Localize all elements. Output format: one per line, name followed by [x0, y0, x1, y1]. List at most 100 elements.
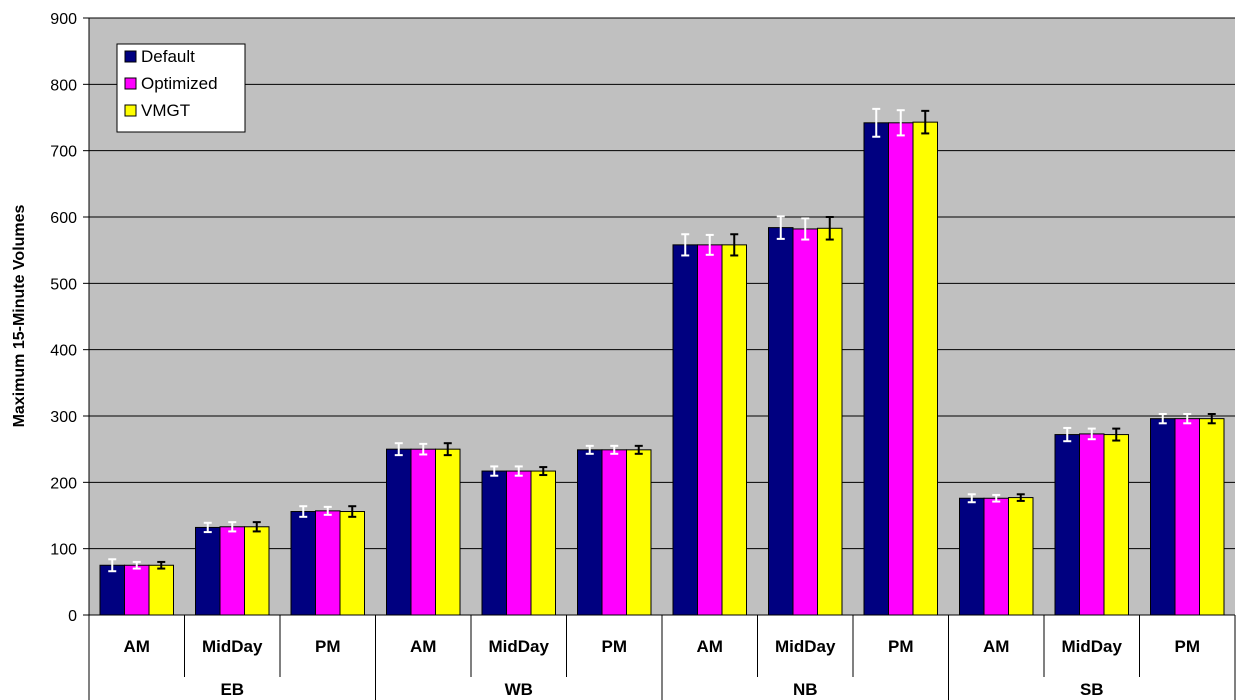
bar — [1150, 418, 1176, 616]
error-bar — [1158, 413, 1167, 425]
x-period-label: MidDay — [202, 637, 263, 656]
error-bar — [1207, 413, 1216, 425]
bar — [339, 511, 365, 616]
y-tick-label: 0 — [68, 608, 77, 625]
bar — [530, 470, 556, 616]
error-bar — [323, 505, 332, 516]
error-bar — [896, 109, 905, 137]
error-bar — [443, 442, 452, 457]
bar — [721, 244, 747, 616]
x-period-label: AM — [697, 637, 723, 656]
error-bar — [1016, 493, 1025, 502]
y-tick-label: 300 — [50, 409, 77, 426]
legend-label: Default — [141, 47, 195, 66]
bar — [219, 526, 245, 616]
y-tick-label: 900 — [50, 11, 77, 28]
x-period-label: PM — [888, 637, 914, 656]
bar — [768, 227, 794, 616]
x-period-label: AM — [410, 637, 436, 656]
bar — [386, 448, 412, 616]
y-tick-label: 100 — [50, 542, 77, 559]
x-period-label: MidDay — [1062, 637, 1123, 656]
bar — [315, 510, 341, 616]
bar — [626, 449, 652, 616]
error-bar — [872, 107, 881, 138]
error-bar — [585, 444, 594, 455]
legend: Default Optimized VMGT — [116, 43, 246, 133]
bar — [195, 526, 221, 616]
error-bars — [108, 107, 1216, 573]
bar — [410, 448, 436, 616]
bar — [148, 564, 174, 616]
error-bar — [132, 560, 141, 570]
bar — [912, 121, 938, 616]
error-bar — [490, 465, 499, 477]
error-bar — [825, 216, 834, 241]
bar — [99, 564, 125, 616]
bar — [888, 122, 914, 616]
x-period-label: AM — [983, 637, 1009, 656]
y-tick-label: 700 — [50, 144, 77, 161]
error-bar — [1087, 427, 1096, 441]
y-tick-label: 800 — [50, 77, 77, 94]
x-period-label: PM — [1175, 637, 1201, 656]
bar — [792, 228, 818, 616]
bar — [1103, 434, 1129, 616]
x-group-label: NB — [793, 680, 818, 699]
bar — [1199, 418, 1225, 616]
error-bar — [539, 466, 548, 477]
y-tick-label: 500 — [50, 276, 77, 293]
error-bar — [967, 493, 976, 504]
bar — [983, 497, 1009, 616]
error-bar — [610, 444, 619, 455]
legend-swatch — [124, 77, 137, 90]
error-bar — [776, 215, 785, 240]
error-bar — [801, 217, 810, 241]
error-bar — [252, 521, 261, 533]
bar — [124, 564, 150, 616]
error-bar — [1183, 413, 1192, 425]
bar — [435, 448, 461, 616]
bar — [863, 122, 889, 616]
bar — [601, 449, 627, 616]
error-bar — [514, 465, 523, 477]
x-period-label: PM — [315, 637, 341, 656]
bar — [1008, 497, 1034, 616]
error-bar — [299, 505, 308, 518]
x-category-labels: AM MidDay PM AM MidDay PM AM MidDay PM AM MidDay PM… — [88, 615, 1236, 700]
bar — [672, 244, 698, 616]
bar — [1054, 434, 1080, 616]
error-bar — [1112, 427, 1121, 442]
error-bar — [157, 560, 166, 570]
error-bar — [108, 558, 117, 573]
bar — [290, 511, 316, 616]
x-period-label: PM — [602, 637, 628, 656]
bar — [1079, 433, 1105, 616]
x-period-label: MidDay — [775, 637, 836, 656]
bar — [1174, 418, 1200, 616]
x-period-label: MidDay — [489, 637, 550, 656]
error-bar — [921, 109, 930, 135]
error-bar — [394, 442, 403, 457]
x-group-label: EB — [220, 680, 244, 699]
plot-area — [89, 18, 1235, 615]
legend-label: VMGT — [141, 101, 190, 120]
bar — [817, 227, 843, 616]
error-bar — [1063, 426, 1072, 443]
x-group-label: SB — [1080, 680, 1104, 699]
x-period-label: AM — [124, 637, 150, 656]
gridlines — [83, 17, 1235, 616]
x-group-label: WB — [505, 680, 533, 699]
y-tick-label: 600 — [50, 210, 77, 227]
error-bar — [419, 442, 428, 456]
y-axis-title: Maximum 15-Minute Volumes — [11, 204, 28, 427]
legend-swatch — [124, 104, 137, 117]
y-tick-label: 200 — [50, 475, 77, 492]
error-bar — [228, 521, 237, 533]
legend-swatch — [124, 50, 137, 63]
bar — [481, 470, 507, 616]
error-bar — [705, 233, 714, 256]
bar — [697, 244, 723, 616]
error-bar — [730, 233, 739, 257]
